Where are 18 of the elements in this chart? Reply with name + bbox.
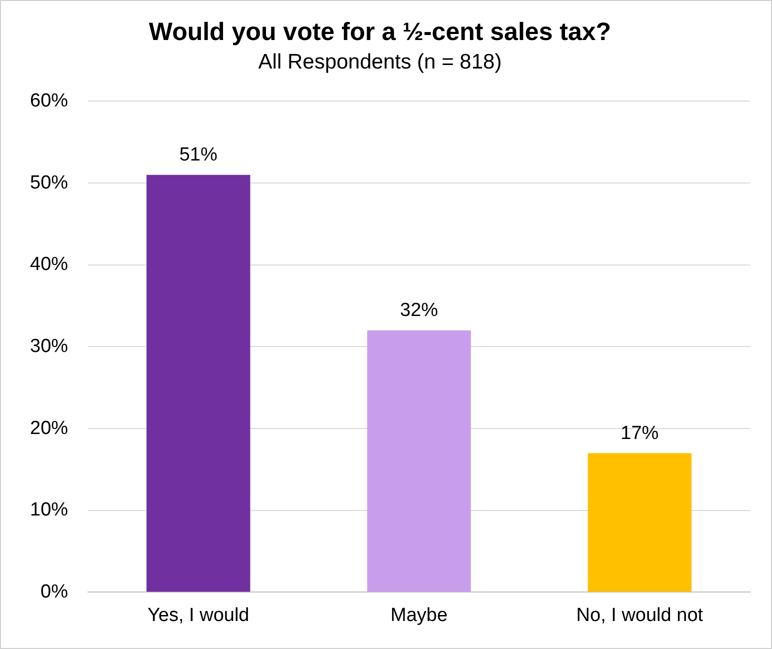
y-tick-label: 0% [40,581,68,602]
data-label: 17% [620,422,659,444]
data-label: 32% [400,300,438,322]
bar [146,174,250,592]
bar [367,330,471,592]
y-tick-label: 10% [30,500,68,521]
data-label: 51% [179,144,218,166]
y-tick-label: 60% [30,90,68,112]
x-tick-label: Yes, I would [147,604,250,626]
chart-subtitle: All Respondents (n = 818) [258,50,502,74]
x-tick-label: Maybe [390,604,448,626]
y-tick-label: 20% [30,418,68,439]
y-tick-label: 40% [30,254,68,276]
x-tick-label: No, I would not [576,604,704,626]
chart-title: Would you vote for a ½-cent sales tax? [148,18,612,46]
bar [588,453,692,592]
y-tick-label: 30% [30,336,68,357]
y-tick-label: 50% [30,172,68,194]
